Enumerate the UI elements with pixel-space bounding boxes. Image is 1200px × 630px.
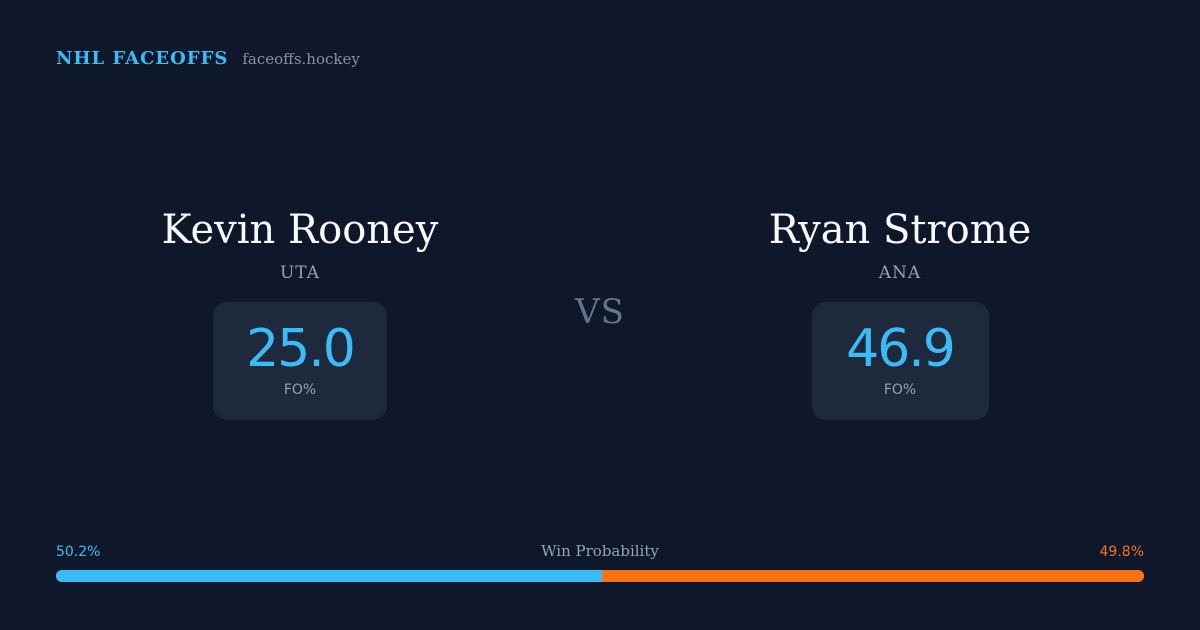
win-probability-title: Win Probability bbox=[541, 542, 659, 560]
win-probability-left-label: 50.2% bbox=[56, 544, 101, 560]
brand-header: NHL FACEOFFS faceoffs.hockey bbox=[56, 48, 360, 69]
win-probability-fill-left bbox=[56, 570, 603, 582]
player-left-fo-value: 25.0 bbox=[246, 319, 356, 379]
player-left-name: Kevin Rooney bbox=[161, 207, 439, 253]
brand-domain[interactable]: faceoffs.hockey bbox=[242, 50, 360, 68]
player-right-fo-value: 46.9 bbox=[846, 319, 956, 379]
win-probability-fill-right bbox=[602, 570, 1144, 582]
win-probability-bar bbox=[56, 570, 1144, 582]
vs-label: VS bbox=[575, 292, 625, 332]
brand-name[interactable]: NHL FACEOFFS bbox=[56, 48, 229, 69]
player-right-stat-card: 46.9 FO% bbox=[811, 302, 989, 420]
win-probability-labels: 50.2% Win Probability 49.8% bbox=[56, 542, 1144, 564]
player-left-fo-label: FO% bbox=[283, 382, 317, 398]
win-probability-right-label: 49.8% bbox=[1099, 544, 1144, 560]
player-right-team: ANA bbox=[878, 263, 922, 283]
player-left-stat-card: 25.0 FO% bbox=[213, 302, 387, 420]
player-left-team: UTA bbox=[279, 263, 320, 283]
player-right: Ryan Strome ANA 46.9 FO% bbox=[650, 200, 1150, 420]
player-right-fo-label: FO% bbox=[883, 382, 917, 398]
player-left: Kevin Rooney UTA 25.0 FO% bbox=[50, 200, 550, 420]
player-right-name: Ryan Strome bbox=[768, 207, 1032, 253]
